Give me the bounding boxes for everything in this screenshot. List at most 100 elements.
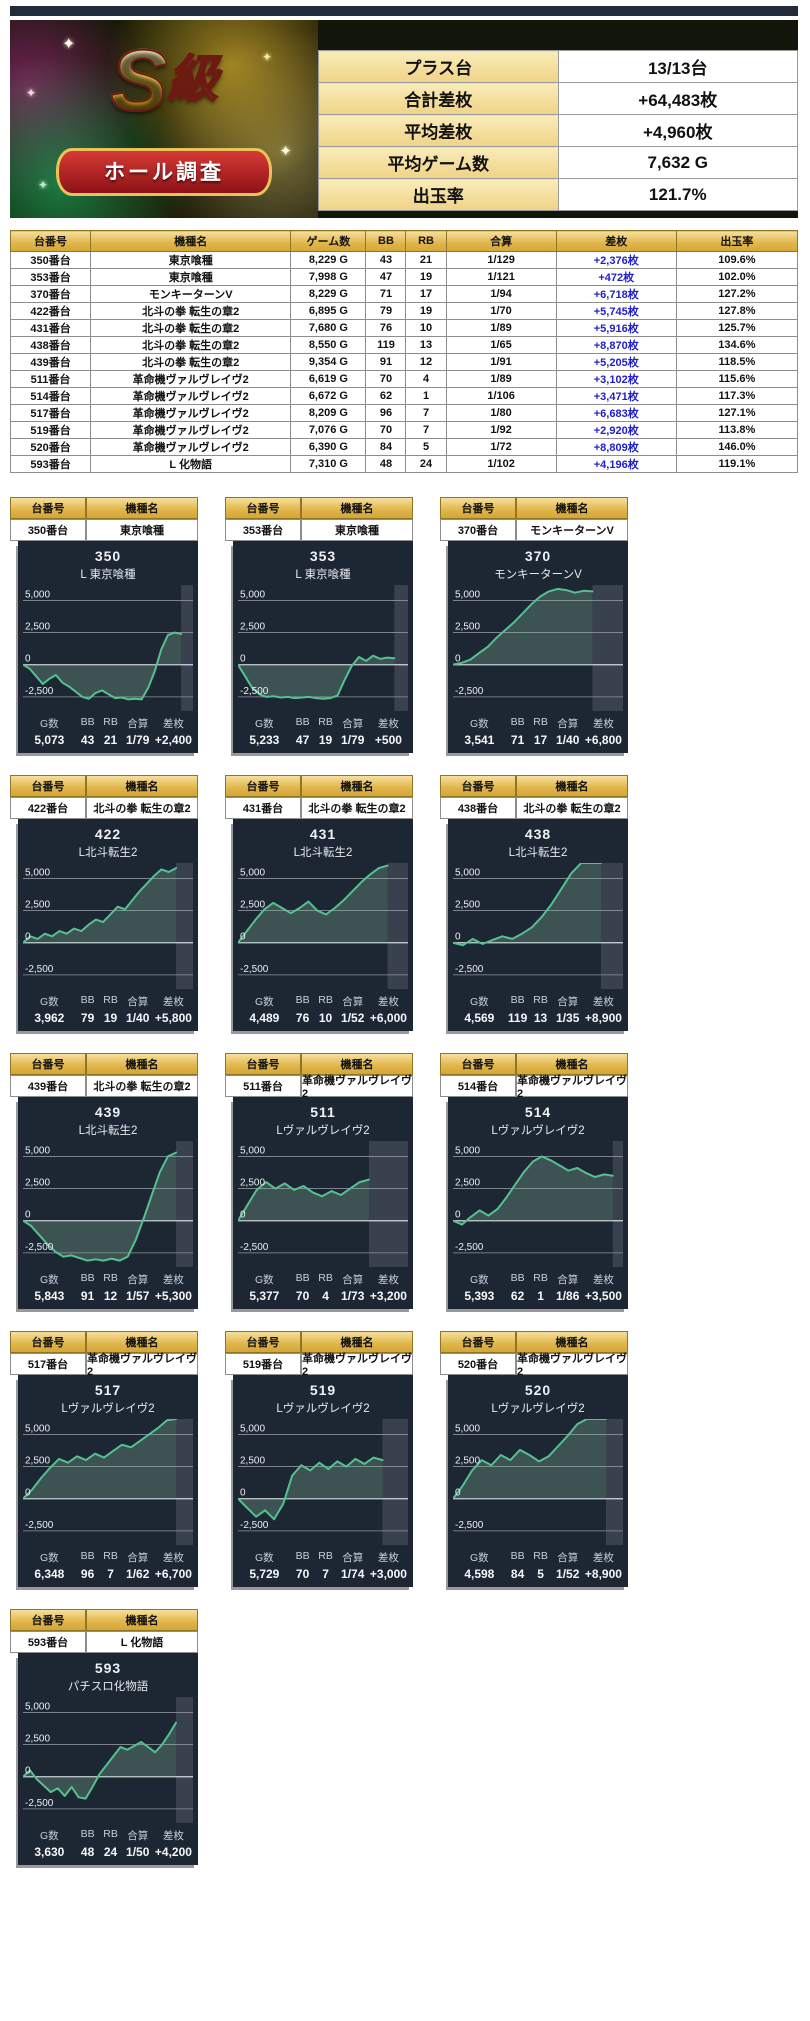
card-kishu-value: 北斗の拳 転生の章2 [86,1075,198,1097]
axis-tick-label: 0 [240,1488,246,1499]
unplayed-band [176,1697,193,1823]
card-kishu-value: 革命機ヴァルヴレイヴ2 [301,1353,413,1378]
footer-label: 差枚 [377,718,399,730]
slump-line [238,1456,384,1521]
table-cell: 118.5% [675,353,799,371]
unplayed-band [181,585,193,711]
table-cell: +5,205枚 [555,353,677,371]
card-graph-panel: 593 パチスロ化物語 5,000 2,500 0 -2,500 G数 BB RB 合算 差枚… [18,1653,198,1865]
footer-value: 1/57 [126,1289,150,1303]
footer-label: 差枚 [377,1274,399,1286]
summary-stat-value: +64,483枚 [557,82,798,115]
machine-card: 台番号 機種名 593番台 L 化物語 593 パチスロ化物語 5,000 2,5… [10,1609,198,1865]
slump-area-fill [238,1179,369,1221]
star-icon: ✦ [279,143,292,160]
card-footer-labels: G数 BB RB 合算 差枚 [23,994,193,1009]
table-cell: 102.0% [675,268,799,286]
table-cell: 127.2% [675,285,799,303]
footer-label: BB [80,716,95,728]
footer-value: 5,729 [249,1567,280,1581]
unplayed-band [368,1141,408,1267]
machine-results-table: 台番号 機種名 ゲーム数 BB RB 合算 差枚 出玉率 350番台 東京喰種 8,229 G 43… [9,230,799,473]
footer-label: RB [533,1550,548,1562]
table-row: 438番台 北斗の拳 転生の章2 8,550 G 119 13 1/65 +8,870枚 13… [9,336,799,354]
slump-line [453,587,594,666]
table-cell: 96 [365,404,407,422]
table-cell: 511番台 [9,370,92,388]
axis-tick-label: 0 [240,932,246,943]
main-table-header-cell: 機種名 [90,230,292,252]
footer-value: 47 [295,733,310,747]
table-cell: +3,102枚 [555,370,677,388]
card-footer-stats: G数 BB RB 合算 差枚 6,348 96 7 1/62 +6,700 [23,1550,193,1581]
table-cell: 113.8% [675,421,799,439]
card-footer-stats: G数 BB RB 合算 差枚 5,073 43 21 1/79 +2,400 [23,716,193,747]
card-footer-stats: G数 BB RB 合算 差枚 4,489 76 10 1/52 +6,000 [238,994,408,1025]
table-cell: 東京喰種 [90,268,292,286]
footer-value: 1 [537,1289,544,1303]
summary-stats-table: プラス台 13/13台 合計差枚 +64,483枚 平均差枚 +4,960枚 平均ゲーム数 7… [318,50,798,211]
table-cell: 91 [365,353,407,371]
card-machine-number: 517 [94,1382,122,1398]
axis-tick-label: 0 [455,654,461,665]
table-cell: +472枚 [555,268,677,286]
footer-value: 5,073 [34,733,65,747]
footer-value: 10 [318,1011,333,1025]
slump-graph: 5,000 2,500 0 -2,500 [23,1697,193,1823]
footer-value: 3,630 [34,1845,65,1859]
card-footer-stats: G数 BB RB 合算 差枚 3,541 71 17 1/40 +6,800 [453,716,623,747]
footer-value: +500 [374,733,402,747]
slump-line [23,631,183,701]
footer-label: BB [510,1272,525,1284]
card-kishu-header-label: 機種名 [516,497,628,519]
footer-label: 差枚 [592,718,614,730]
footer-label: BB [295,1272,310,1284]
card-machine-name: Lヴァルヴレイヴ2 [276,1403,370,1415]
card-footer-values: 5,233 47 19 1/79 +500 [238,733,408,747]
table-cell: 514番台 [9,387,92,405]
footer-value: 5 [537,1567,544,1581]
axis-tick-label: 5,000 [240,589,265,600]
axis-tick-label: 2,500 [455,1456,480,1467]
footer-value: +2,400 [154,733,192,747]
footer-label: BB [80,994,95,1006]
footer-value: 5,377 [249,1289,280,1303]
footer-label: 差枚 [162,996,184,1008]
footer-label: G数 [255,718,274,730]
card-dai-value: 422番台 [10,797,86,819]
table-row: 439番台 北斗の拳 転生の章2 9,354 G 91 12 1/91 +5,205枚 118… [9,353,799,371]
card-dai-header-label: 台番号 [10,497,86,519]
table-cell: 439番台 [9,353,92,371]
star-icon: ✦ [62,36,76,53]
card-dai-value: 439番台 [10,1075,86,1097]
footer-value: 71 [510,733,525,747]
footer-label: 合算 [557,1552,579,1564]
axis-tick-label: -2,500 [240,1242,269,1253]
table-cell: 北斗の拳 転生の章2 [90,336,292,354]
axis-tick-label: -2,500 [455,1242,484,1253]
card-footer-values: 5,393 62 1 1/86 +3,500 [453,1289,623,1303]
card-kishu-value: 北斗の拳 転生の章2 [301,797,413,819]
table-cell: 24 [405,455,447,473]
axis-tick-label: 2,500 [25,1734,50,1745]
table-cell: 8,209 G [290,404,367,422]
summary-stat-label: 平均ゲーム数 [318,146,559,179]
s-rank-emblem: S級 [10,37,318,125]
table-cell: 115.6% [675,370,799,388]
card-footer-stats: G数 BB RB 合算 差枚 4,569 119 13 1/35 +8,900 [453,994,623,1025]
card-dai-header-label: 台番号 [225,1331,301,1353]
card-footer-stats: G数 BB RB 合算 差枚 3,630 48 24 1/50 +4,200 [23,1828,193,1859]
card-footer-values: 5,729 70 7 1/74 +3,000 [238,1567,408,1581]
unplayed-band [600,863,623,989]
card-kishu-value: 革命機ヴァルヴレイヴ2 [516,1353,628,1378]
table-cell: 1 [405,387,447,405]
table-cell: +8,809枚 [555,438,677,456]
s-rank-badge: ✦ ✦ ✦ ✦ ✦ S級 ホール調査 [10,20,318,218]
axis-tick-label: 0 [25,932,31,943]
footer-value: +8,900 [584,1567,622,1581]
card-header-table: 台番号 機種名 422番台 北斗の拳 転生の章2 [10,775,198,819]
card-footer-values: 5,377 70 4 1/73 +3,200 [238,1289,408,1303]
unplayed-band [612,1141,623,1267]
footer-value: 1/74 [341,1567,365,1581]
card-footer-values: 4,569 119 13 1/35 +8,900 [453,1011,623,1025]
